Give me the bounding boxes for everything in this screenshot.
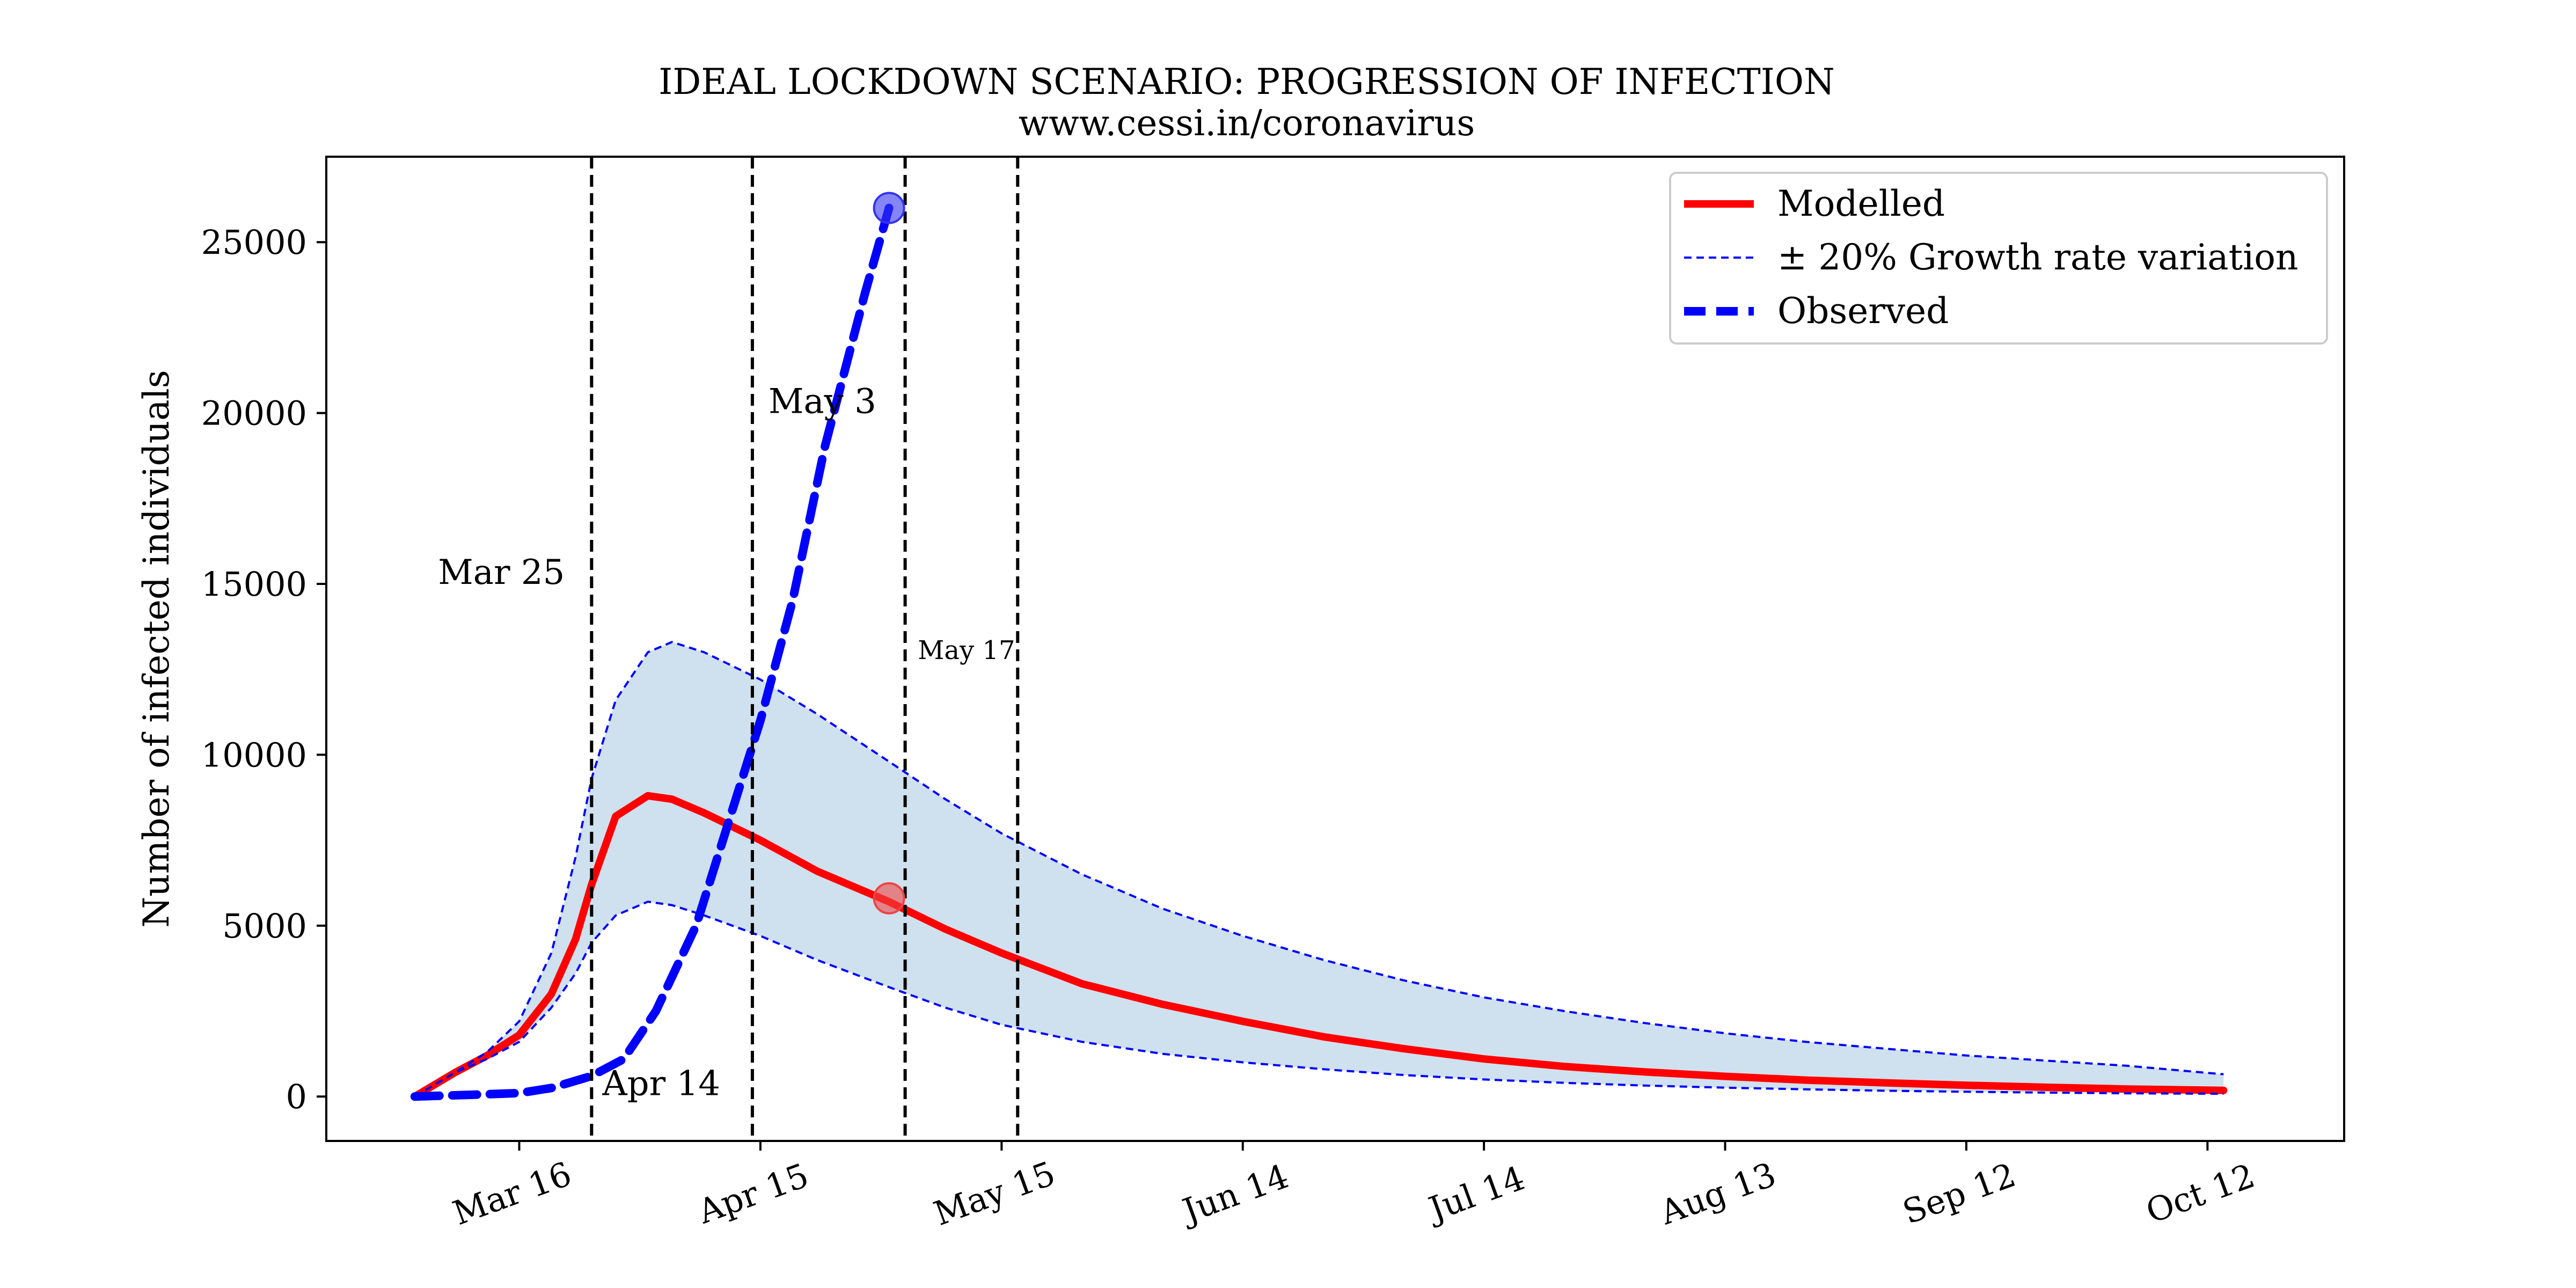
chart-title: IDEAL LOCKDOWN SCENARIO: PROGRESSION OF … <box>658 61 1834 103</box>
legend-label-2: ± 20% Growth rate variation <box>1777 237 2298 278</box>
vline-label-2: Apr 14 <box>602 1064 720 1103</box>
x-tick-label-3: May 15 <box>929 1153 1060 1233</box>
x-tick-label-8: Oct 12 <box>2141 1156 2259 1231</box>
series-band-upper-line <box>414 641 2224 1097</box>
series-layer <box>410 203 2228 1101</box>
legend-box <box>1669 172 2328 345</box>
series-band-lower-line <box>414 901 2224 1097</box>
y-axis: 0 5000 10000 15000 20000 25000 <box>201 223 326 1116</box>
y-tick-label-6: 25000 <box>201 223 307 262</box>
marker-layer <box>873 192 905 914</box>
y-tick-label-5: 20000 <box>201 394 307 433</box>
vline-layer: Mar 25 Apr 14 May 3 May 17 <box>438 157 1020 1141</box>
marker-1 <box>873 192 905 224</box>
plot-area: Mar 25 Apr 14 May 3 May 17 <box>325 156 2345 1142</box>
x-tick-label-1: Mar 16 <box>448 1154 576 1233</box>
x-axis: Mar 16 Apr 15 May 15 Jun 14 Jul 14 Aug 13 Sep … <box>448 1141 2260 1233</box>
legend-label-1: Modelled <box>1777 183 1945 224</box>
chart-subtitle: www.cessi.in/coronavirus <box>1019 103 1475 144</box>
legend: Modelled ± 20% Growth rate variation Obser… <box>1669 172 2328 345</box>
marker-2 <box>873 882 905 914</box>
y-tick-label-4: 15000 <box>201 565 307 604</box>
plot-frame <box>325 156 2345 1142</box>
y-tick-label-3: 10000 <box>201 735 307 774</box>
x-tick-label-5: Jul 14 <box>1421 1158 1530 1230</box>
x-tick-label-4: Jun 14 <box>1175 1157 1294 1232</box>
series-observed-line <box>410 203 894 1101</box>
vline-label-3: May 3 <box>769 382 876 422</box>
band-layer <box>414 642 2224 1097</box>
x-tick-label-6: Aug 13 <box>1655 1154 1781 1232</box>
legend-items: Modelled ± 20% Growth rate variation Obser… <box>1684 183 2298 332</box>
series-modelled-line <box>411 792 2228 1101</box>
vline-label-4: May 17 <box>918 635 1015 665</box>
y-tick-label-1: 0 <box>286 1077 307 1116</box>
x-tick-label-7: Sep 12 <box>1898 1155 2021 1232</box>
x-tick-label-2: Apr 15 <box>692 1155 814 1232</box>
band-fill <box>414 642 2224 1097</box>
y-axis-label: Number of infected individuals <box>136 370 177 927</box>
y-tick-label-2: 5000 <box>222 906 307 946</box>
vline-label-1: Mar 25 <box>438 553 565 592</box>
legend-label-3: Observed <box>1777 290 1949 332</box>
